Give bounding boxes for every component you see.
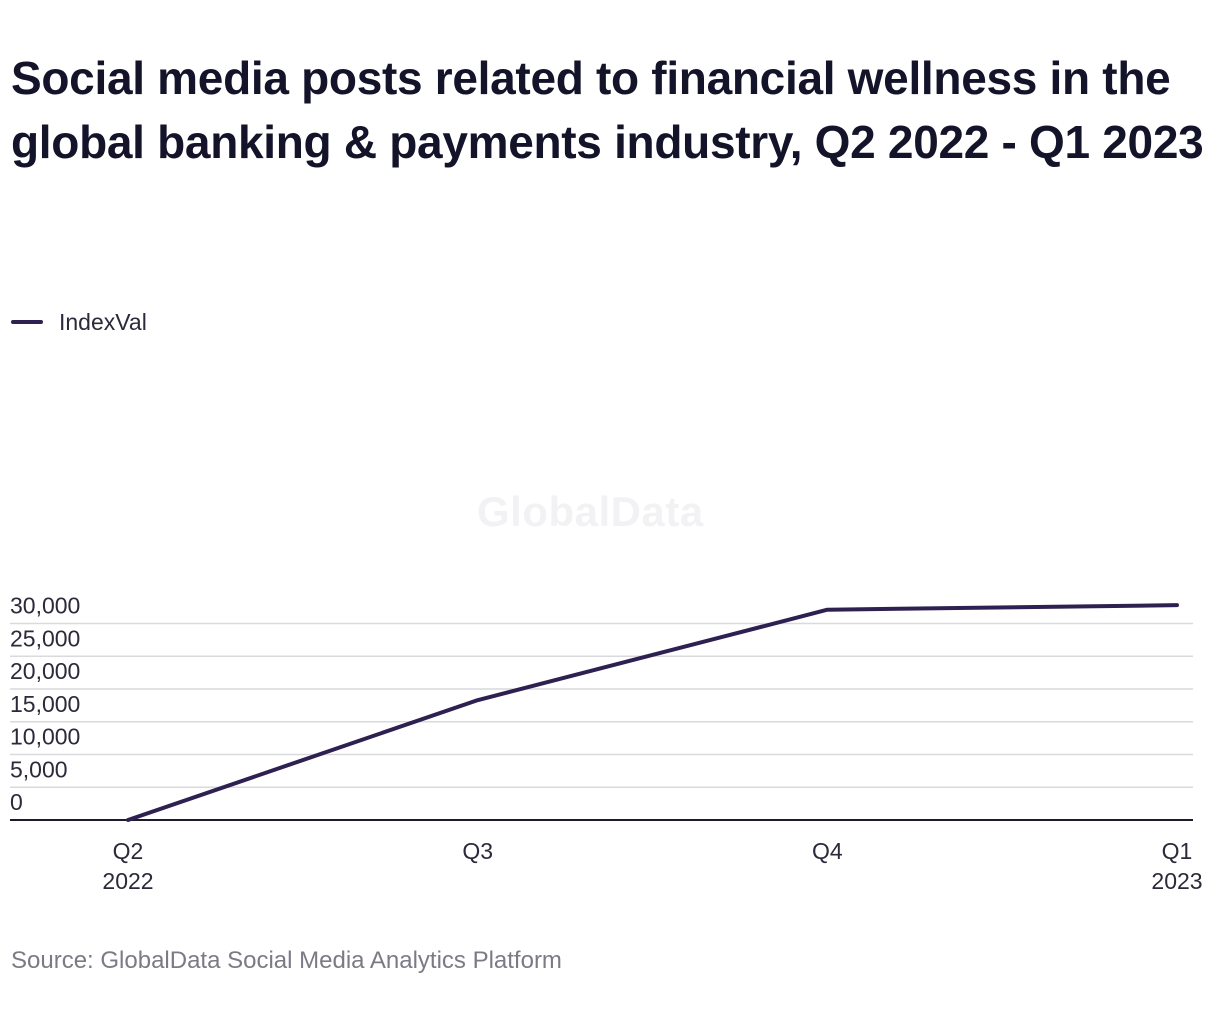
y-tick-label: 25,000 (10, 625, 80, 651)
x-axis-tick-labels: Q2 2022 Q3 Q4 Q1 2023 (102, 838, 1202, 894)
x-tick-label: Q1 2023 (1151, 838, 1202, 894)
gridlines (10, 622, 1193, 788)
watermark: GlobalData (477, 488, 704, 535)
legend-label-indexval: IndexVal (59, 308, 147, 335)
series-line-indexval (126, 603, 1179, 822)
y-tick-label: 30,000 (10, 593, 80, 619)
series-layer (126, 603, 1179, 822)
chart-title: Social media posts related to financial … (11, 52, 1204, 168)
y-tick-label: 20,000 (10, 658, 80, 684)
y-tick-label: 0 (10, 789, 23, 815)
legend: IndexVal (11, 308, 147, 336)
legend-swatch (11, 320, 43, 324)
x-tick-label: Q3 (462, 838, 493, 864)
y-axis-tick-labels: 0 5,000 10,000 15,000 20,000 25,000 30,000 (10, 593, 80, 816)
y-tick-label: 5,000 (10, 756, 68, 782)
y-tick-label: 15,000 (10, 691, 80, 717)
source-note: Source: GlobalData Social Media Analytic… (11, 947, 562, 974)
x-tick-label: Q2 2022 (102, 838, 153, 894)
x-tick-label: Q4 (812, 838, 843, 864)
y-tick-label: 10,000 (10, 724, 80, 750)
